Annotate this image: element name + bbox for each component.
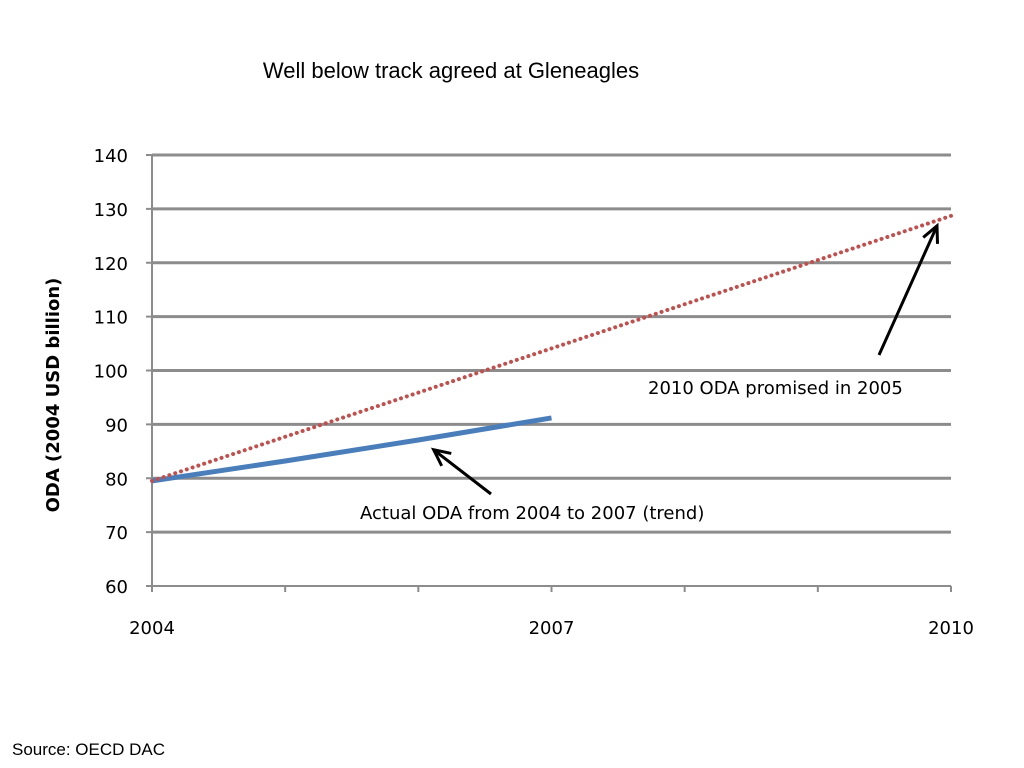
x-tick-label: 2004 <box>129 618 175 639</box>
series-line-promised <box>150 213 953 483</box>
y-tick-labels: 60 70 80 90 100 110 120 130 140 <box>94 146 128 598</box>
page-title: Well below track agreed at Gleneagles <box>262 58 640 83</box>
annotation-arrowhead-actual <box>430 447 452 467</box>
y-tick-label: 90 <box>105 415 128 436</box>
source-note: Source: OECD DAC <box>12 740 166 759</box>
annotations: 2010 ODA promised in 2005 Actual ODA fro… <box>360 222 940 524</box>
y-tick-label: 70 <box>105 523 128 544</box>
annotation-arrow-promised <box>877 225 939 356</box>
y-tick-label: 60 <box>105 577 128 598</box>
series-line-actual <box>151 415 552 484</box>
x-tick-label: 2007 <box>529 618 575 639</box>
y-tick-label: 110 <box>94 308 128 329</box>
x-tick-labels: 2004 2007 2010 <box>129 618 974 639</box>
series <box>150 213 953 484</box>
y-tick-label: 140 <box>94 146 128 167</box>
annotation-arrowhead-promised <box>922 222 940 244</box>
axes <box>146 154 952 592</box>
y-tick-label: 120 <box>94 254 128 275</box>
y-axis-label: ODA (2004 USD billion) <box>43 278 64 513</box>
x-tick-label: 2010 <box>928 618 974 639</box>
annotation-arrow-actual <box>432 448 492 496</box>
annotation-actual: Actual ODA from 2004 to 2007 (trend) <box>360 503 704 524</box>
y-tick-label: 100 <box>94 362 128 383</box>
y-tick-label: 130 <box>94 200 128 221</box>
y-tick-label: 80 <box>105 469 128 490</box>
gridlines <box>152 153 951 534</box>
annotation-promised: 2010 ODA promised in 2005 <box>648 378 903 399</box>
